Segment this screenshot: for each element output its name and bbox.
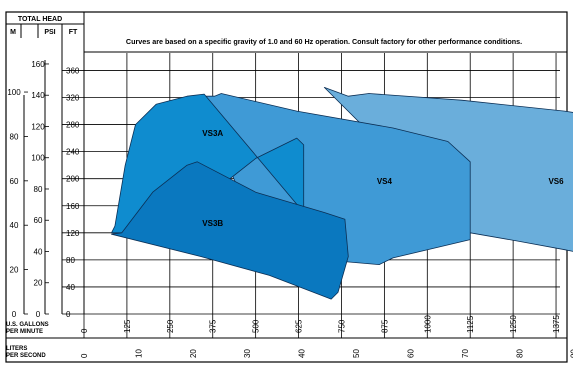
tick-label-psi: 140 — [31, 91, 45, 100]
tick-label-lps: 30 — [243, 349, 252, 358]
tick-label-m: 40 — [10, 221, 19, 230]
tick-label-lps: 40 — [298, 349, 307, 358]
tick-label-lps: 60 — [406, 349, 415, 358]
label-vs6: VS6 — [548, 177, 564, 186]
tick-label-lps: 50 — [352, 349, 361, 358]
tick-label-ft: 40 — [66, 283, 75, 292]
unit-ft-label: FT — [69, 29, 78, 36]
tick-label-ft: 120 — [66, 229, 80, 238]
tick-label-lps: 20 — [189, 349, 198, 358]
tick-label-ft: 240 — [66, 148, 80, 157]
tick-label-gpm: 0 — [80, 328, 89, 333]
tick-label-lps: 70 — [461, 349, 470, 358]
label-vs3a: VS3A — [202, 129, 223, 138]
tick-label-m: 60 — [10, 177, 19, 186]
tick-label-gpm: 750 — [337, 319, 346, 333]
chart-note: Curves are based on a specific gravity o… — [126, 37, 522, 46]
tick-label-psi: 80 — [34, 185, 43, 194]
tick-label-psi: 40 — [34, 247, 43, 256]
label-vs3b: VS3B — [202, 219, 223, 228]
tick-label-lps: 90 — [570, 349, 573, 358]
tick-label-psi: 100 — [31, 154, 45, 163]
pump-areas — [111, 87, 573, 300]
tick-label-psi: 20 — [34, 279, 43, 288]
label-vs4: VS4 — [377, 177, 393, 186]
tick-label-ft: 200 — [66, 175, 80, 184]
tick-label-psi: 0 — [36, 310, 41, 319]
tick-label-lps: 80 — [515, 349, 524, 358]
tick-label-gpm: 375 — [209, 319, 218, 333]
tick-label-ft: 0 — [66, 310, 71, 319]
pump-labels: VS6 VS4 VS3A VS3B — [202, 129, 564, 228]
gpm-axis-label-line2: PER MINUTE — [6, 329, 43, 335]
total-head-label: TOTAL HEAD — [18, 16, 62, 23]
area-vs3b — [111, 161, 349, 300]
tick-label-m: 100 — [7, 88, 21, 97]
axis-ticks: 0408012016020024028032036002040608010012… — [7, 60, 573, 358]
tick-label-gpm: 875 — [380, 319, 389, 333]
tick-label-lps: 10 — [134, 349, 143, 358]
tick-label-gpm: 1250 — [509, 315, 518, 333]
unit-psi-label: PSI — [44, 29, 55, 36]
tick-label-gpm: 1125 — [466, 315, 475, 333]
tick-label-psi: 60 — [34, 216, 43, 225]
tick-label-gpm: 500 — [252, 319, 261, 333]
lps-axis-label-line1: LITERS — [6, 346, 27, 352]
gpm-axis-label-line1: U.S. GALLONS — [6, 322, 49, 328]
tick-label-gpm: 625 — [295, 319, 304, 333]
tick-label-lps: 0 — [80, 353, 89, 358]
unit-m-label: M — [10, 29, 16, 36]
tick-label-ft: 160 — [66, 202, 80, 211]
tick-label-gpm: 1375 — [552, 315, 561, 333]
tick-label-gpm: 125 — [123, 319, 132, 333]
tick-label-m: 0 — [12, 310, 17, 319]
tick-label-psi: 120 — [31, 122, 45, 131]
lps-axis-label-line2: PER SECOND — [6, 353, 46, 359]
tick-label-ft: 360 — [66, 66, 80, 75]
tick-label-ft: 320 — [66, 94, 80, 103]
tick-label-m: 20 — [10, 266, 19, 275]
tick-label-gpm: 250 — [166, 319, 175, 333]
tick-label-ft: 80 — [66, 256, 75, 265]
tick-label-gpm: 1000 — [423, 315, 432, 333]
tick-label-m: 80 — [10, 132, 19, 141]
tick-label-psi: 160 — [31, 60, 45, 69]
tick-label-ft: 280 — [66, 121, 80, 130]
